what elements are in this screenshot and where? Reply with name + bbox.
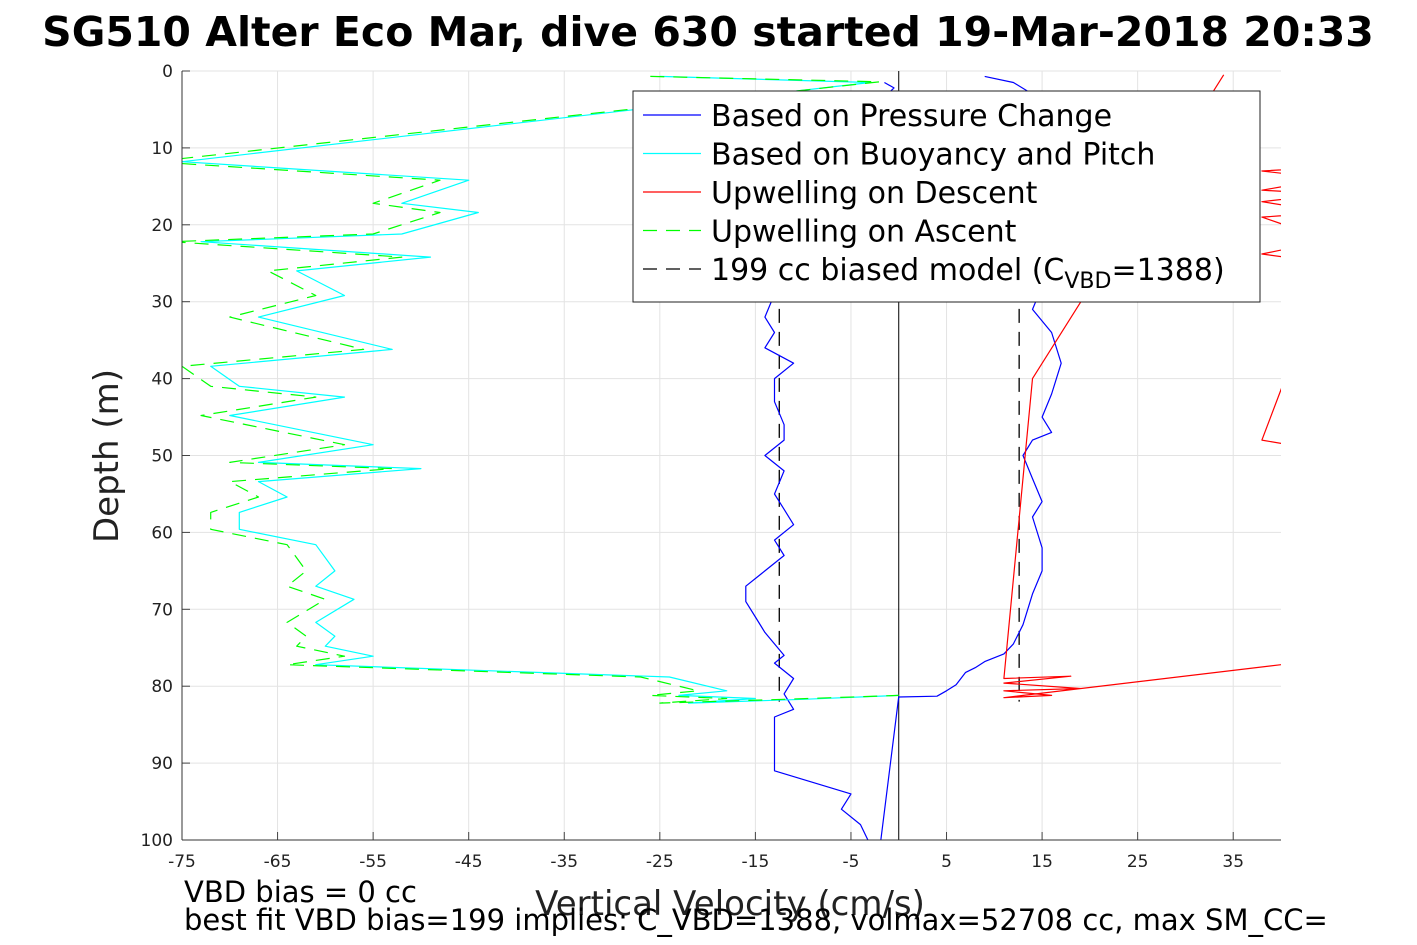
x-tick-label: 15: [1031, 852, 1053, 872]
footer-line-1: VBD bias = 0 cc: [184, 875, 417, 909]
x-tick-label: -55: [359, 852, 387, 872]
y-tick-label: 90: [151, 754, 173, 774]
y-tick-label: 80: [151, 677, 173, 697]
y-tick-label: 20: [151, 216, 173, 236]
legend-label-part: VBD: [1064, 269, 1111, 294]
legend-label-part: 199 cc biased model (C: [711, 253, 1064, 288]
series-upwell_ascent: [182, 75, 899, 704]
y-tick-label: 70: [151, 600, 173, 620]
y-tick-label: 50: [151, 447, 173, 467]
x-tick-label: -15: [742, 852, 770, 872]
x-tick-label: -65: [264, 852, 292, 872]
y-axis-label: Depth (m): [87, 369, 127, 543]
x-tick-label: -5: [842, 852, 859, 872]
x-tick-label: 35: [1222, 852, 1244, 872]
legend-label-buoyancy: Based on Buoyancy and Pitch: [711, 138, 1155, 173]
legend: Based on Pressure Change Based on Buoyanc…: [632, 90, 1261, 303]
legend-label-part: =1388): [1111, 253, 1224, 288]
x-tick-label: -45: [455, 852, 483, 872]
legend-label-model: 199 cc biased model (CVBD=1388): [711, 253, 1225, 294]
legend-label-pressure: Based on Pressure Change: [711, 99, 1112, 134]
y-tick-label: 0: [162, 62, 173, 82]
x-tick-label: -35: [550, 852, 578, 872]
y-tick-label: 40: [151, 370, 173, 390]
y-tick-label: 30: [151, 293, 173, 313]
x-tick-label: 25: [1127, 852, 1149, 872]
legend-box: [632, 90, 1261, 303]
legend-label-upwell_ascent: Upwelling on Ascent: [711, 215, 1017, 250]
y-tick-label: 10: [151, 139, 173, 159]
y-tick-label: 100: [141, 831, 173, 851]
y-tick-label: 60: [151, 523, 173, 543]
series-pressure: [745, 75, 1062, 840]
axes: -75 -65 -55 -45 -35 -25 -15 -5 5 15 25 350102030405…: [141, 62, 1281, 872]
legend-label-upwell_descent: Upwelling on Descent: [711, 176, 1038, 211]
footer-line-2: best fit VBD bias=199 implies: C_VBD=138…: [184, 903, 1328, 937]
x-tick-label: -25: [646, 852, 674, 872]
x-axis-label: Vertical Velocity (cm/s): [535, 884, 925, 924]
chart-title: SG510 Alter Eco Mar, dive 630 started 19…: [42, 8, 1374, 56]
series-upwell_descent: [1003, 74, 1281, 699]
x-tick-label: -75: [168, 852, 196, 872]
series-buoyancy: [182, 75, 899, 704]
x-tick-label: 5: [941, 852, 952, 872]
